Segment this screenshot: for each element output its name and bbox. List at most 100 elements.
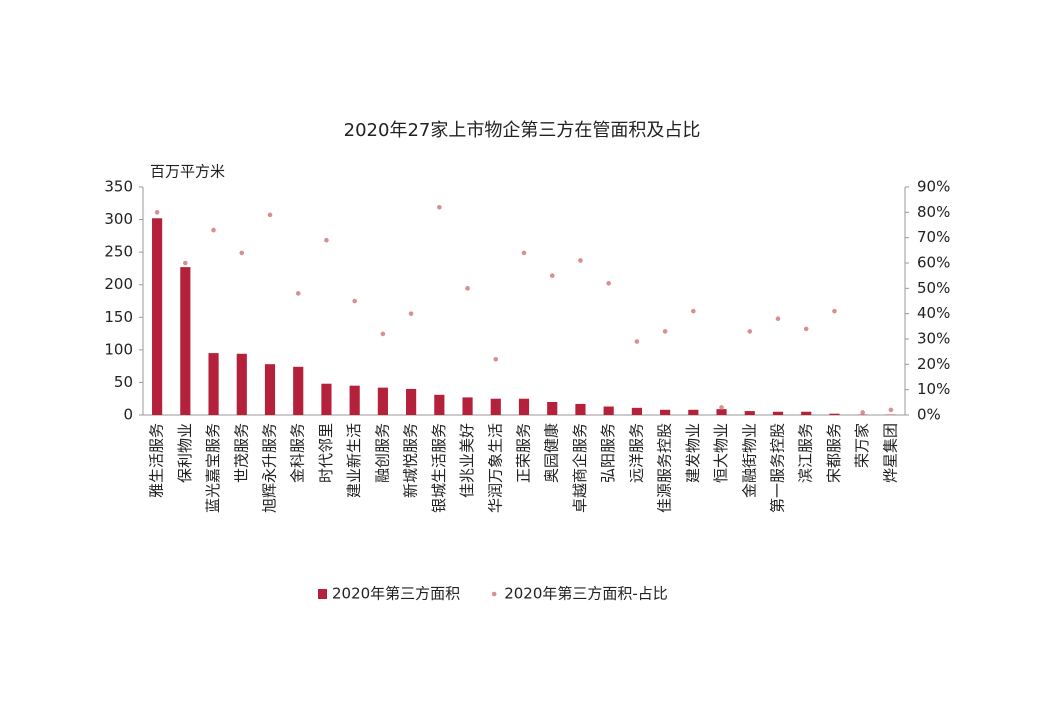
x-tick-label: 雅生活服务 xyxy=(148,423,166,498)
x-tick-label: 佳兆业美好 xyxy=(458,423,476,498)
x-tick-label: 烨星集团 xyxy=(881,423,899,483)
bar xyxy=(603,406,614,415)
x-tick-label: 蓝光嘉宝服务 xyxy=(204,423,222,513)
point xyxy=(747,329,753,334)
bar xyxy=(490,398,501,415)
bar xyxy=(434,394,445,415)
point xyxy=(380,331,386,337)
x-tick-label: 第一服务控股 xyxy=(769,423,787,513)
legend-swatch xyxy=(491,591,497,597)
x-tick-label: 奥园健康 xyxy=(543,423,561,483)
point xyxy=(549,273,555,278)
point xyxy=(578,258,583,263)
point xyxy=(437,204,442,210)
point xyxy=(239,250,245,256)
y2-tick-label: 70% xyxy=(917,228,950,246)
chart-title: 2020年27家上市物企第三方在管面积及占比 xyxy=(344,120,701,141)
y2-tick-label: 80% xyxy=(917,203,950,221)
legend-label: 2020年第三方面积 xyxy=(332,585,460,603)
bar xyxy=(152,218,163,415)
y2-tick-label: 90% xyxy=(917,178,950,196)
y2-tick-label: 10% xyxy=(917,380,950,398)
y-tick-label: 350 xyxy=(104,178,133,196)
x-tick-label: 华润万象生活 xyxy=(486,423,504,513)
x-tick-label: 恒大物业 xyxy=(712,423,730,483)
x-tick-label: 宋都服务 xyxy=(825,423,843,483)
y-tick-label: 200 xyxy=(104,275,133,293)
point xyxy=(183,260,188,266)
bar xyxy=(264,364,276,415)
y-tick-label: 250 xyxy=(104,243,133,261)
bar xyxy=(293,366,304,415)
point xyxy=(803,326,809,332)
x-tick-label: 卓越商企服务 xyxy=(571,423,589,513)
y-axis-label: 百万平方米 xyxy=(150,163,225,181)
point xyxy=(662,329,668,334)
bar xyxy=(575,403,586,415)
x-tick-label: 世茂服务 xyxy=(232,423,250,483)
point xyxy=(493,356,499,362)
y2-tick-label: 20% xyxy=(917,355,950,373)
legend-swatch xyxy=(318,589,327,599)
x-tick-label: 金融街物业 xyxy=(740,423,758,498)
point xyxy=(267,212,273,218)
point xyxy=(691,308,696,314)
point xyxy=(324,237,329,243)
y2-tick-label: 30% xyxy=(917,330,950,348)
x-tick-label: 保利物业 xyxy=(176,423,194,483)
point xyxy=(521,250,527,256)
legend-label: 2020年第三方面积-占比 xyxy=(504,585,668,603)
y-tick-label: 100 xyxy=(104,340,133,358)
bar xyxy=(321,383,332,415)
bar xyxy=(208,353,219,415)
y-tick-label: 150 xyxy=(104,308,133,326)
y2-tick-label: 50% xyxy=(917,279,950,297)
x-tick-label: 佳源服务控股 xyxy=(656,423,674,513)
bar xyxy=(518,398,530,415)
y2-tick-label: 40% xyxy=(917,304,950,322)
x-tick-label: 融创服务 xyxy=(373,423,391,483)
x-tick-label: 建业新生活 xyxy=(345,423,363,498)
bar xyxy=(716,409,727,415)
bar xyxy=(236,353,247,415)
point xyxy=(211,227,216,233)
bar xyxy=(349,385,360,415)
x-tick-label: 银城生活服务 xyxy=(430,423,448,513)
bar xyxy=(462,397,473,415)
bar xyxy=(660,409,671,415)
bar xyxy=(801,411,812,415)
y-tick-label: 50 xyxy=(114,373,133,391)
bar xyxy=(406,388,417,415)
x-tick-label: 远洋服务 xyxy=(627,423,645,483)
point xyxy=(295,291,301,296)
bar xyxy=(631,407,642,415)
bar xyxy=(180,267,191,415)
y2-tick-label: 60% xyxy=(917,254,950,272)
point xyxy=(719,405,724,410)
x-tick-label: 建发物业 xyxy=(684,423,702,483)
x-tick-label: 荣万家 xyxy=(853,423,871,468)
x-tick-label: 金科服务 xyxy=(289,423,307,483)
x-tick-label: 正荣服务 xyxy=(515,423,533,483)
x-tick-label: 时代邻里 xyxy=(317,423,335,483)
y-tick-label: 300 xyxy=(104,210,133,228)
point xyxy=(352,298,357,304)
bar xyxy=(829,413,840,415)
x-tick-label: 滨江服务 xyxy=(797,423,815,483)
y2-tick-label: 0% xyxy=(917,406,941,424)
bar xyxy=(744,411,755,415)
bar xyxy=(547,401,558,415)
point xyxy=(154,210,160,215)
bar xyxy=(377,387,388,415)
bar xyxy=(772,411,784,415)
y-tick-label: 0 xyxy=(123,406,133,424)
bar xyxy=(688,409,699,415)
point xyxy=(634,339,640,344)
point xyxy=(775,316,781,322)
point xyxy=(606,280,611,286)
x-tick-label: 新城悦服务 xyxy=(402,423,420,498)
point xyxy=(465,286,470,291)
x-tick-label: 弘阳服务 xyxy=(599,423,617,483)
point xyxy=(832,308,837,314)
